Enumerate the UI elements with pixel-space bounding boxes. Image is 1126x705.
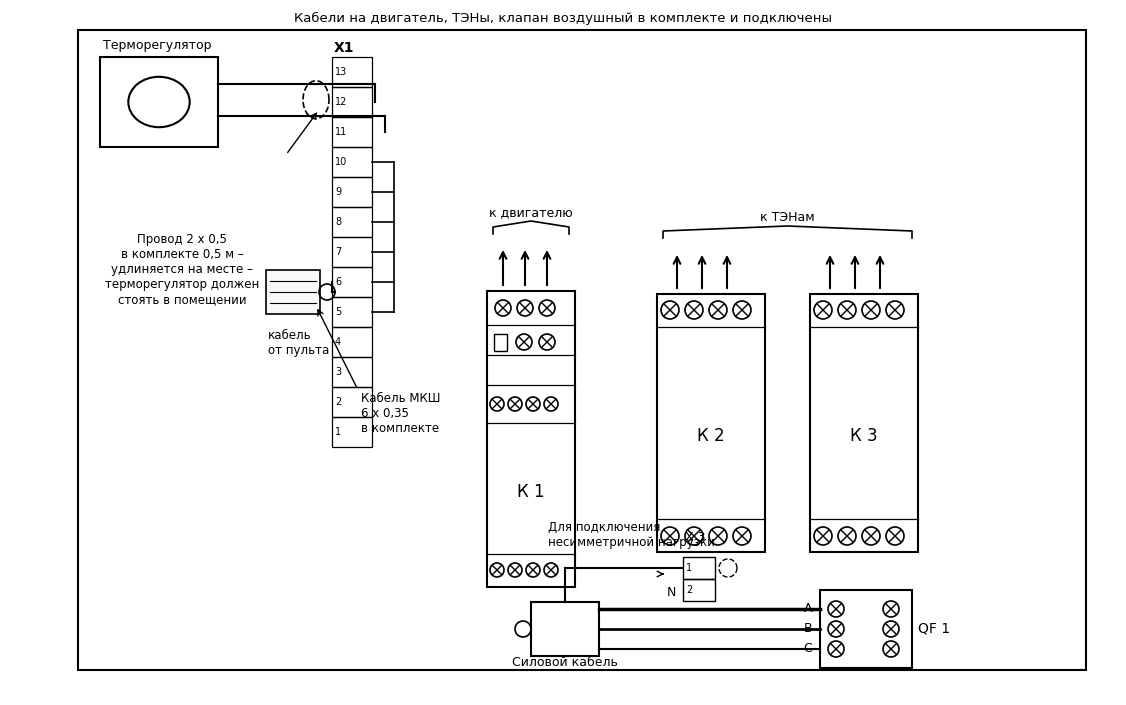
Bar [332, 87, 372, 117]
Bar [100, 57, 218, 147]
Bar [332, 147, 372, 177]
Bar [683, 557, 715, 579]
Bar [332, 237, 372, 267]
Text: 12: 12 [336, 97, 348, 107]
Bar [332, 297, 372, 327]
Text: N: N [667, 586, 676, 599]
Bar [332, 207, 372, 237]
Text: Кабели на двигатель, ТЭНы, клапан воздушный в комплекте и подключены: Кабели на двигатель, ТЭНы, клапан воздуш… [294, 12, 832, 25]
Bar [683, 579, 715, 601]
Text: 11: 11 [336, 127, 347, 137]
Bar [810, 294, 918, 552]
Text: 1: 1 [336, 427, 341, 437]
Text: QF 1: QF 1 [918, 622, 950, 636]
Bar [266, 270, 320, 314]
Bar [488, 291, 575, 587]
Text: К 2: К 2 [697, 427, 725, 445]
Bar [332, 387, 372, 417]
Text: 4: 4 [336, 337, 341, 347]
Bar [332, 267, 372, 297]
Text: к ТЭНам: к ТЭНам [760, 211, 815, 224]
Text: 13: 13 [336, 67, 347, 77]
Bar [332, 57, 372, 87]
Text: 8: 8 [336, 217, 341, 227]
Bar [820, 590, 912, 668]
Text: Для подключения
несимметричной нагрузки: Для подключения несимметричной нагрузки [548, 521, 715, 549]
Bar [494, 334, 507, 351]
Bar [332, 327, 372, 357]
Bar [656, 294, 765, 552]
Text: кабель
от пульта: кабель от пульта [268, 329, 329, 357]
Text: 10: 10 [336, 157, 347, 167]
Text: К 3: К 3 [850, 427, 878, 445]
Text: 6: 6 [336, 277, 341, 287]
Text: К 1: К 1 [517, 484, 545, 501]
Bar [78, 30, 1085, 670]
Text: Силовой кабель: Силовой кабель [512, 656, 618, 669]
Text: 1: 1 [686, 563, 692, 573]
Text: Х 3: Х 3 [685, 531, 706, 544]
Bar [332, 177, 372, 207]
Text: 2: 2 [336, 397, 341, 407]
Text: C: C [803, 642, 812, 656]
Text: B: B [803, 623, 812, 635]
Bar [531, 602, 599, 656]
Text: 9: 9 [336, 187, 341, 197]
Text: 2: 2 [686, 585, 692, 595]
Text: A: A [804, 603, 812, 615]
Text: 3: 3 [336, 367, 341, 377]
Text: Терморегулятор: Терморегулятор [102, 39, 212, 52]
Bar [332, 357, 372, 387]
Text: Провод 2 х 0,5
в комплекте 0,5 м –
удлиняется на месте –
терморегулятор должен
с: Провод 2 х 0,5 в комплекте 0,5 м – удлин… [105, 233, 259, 306]
Text: 7: 7 [336, 247, 341, 257]
Bar [332, 417, 372, 447]
Text: Х1: Х1 [334, 41, 355, 55]
Text: Кабель МКШ
6 х 0,35
в комплекте: Кабель МКШ 6 х 0,35 в комплекте [361, 392, 440, 435]
Text: 5: 5 [336, 307, 341, 317]
Bar [332, 117, 372, 147]
Text: к двигателю: к двигателю [489, 206, 573, 219]
